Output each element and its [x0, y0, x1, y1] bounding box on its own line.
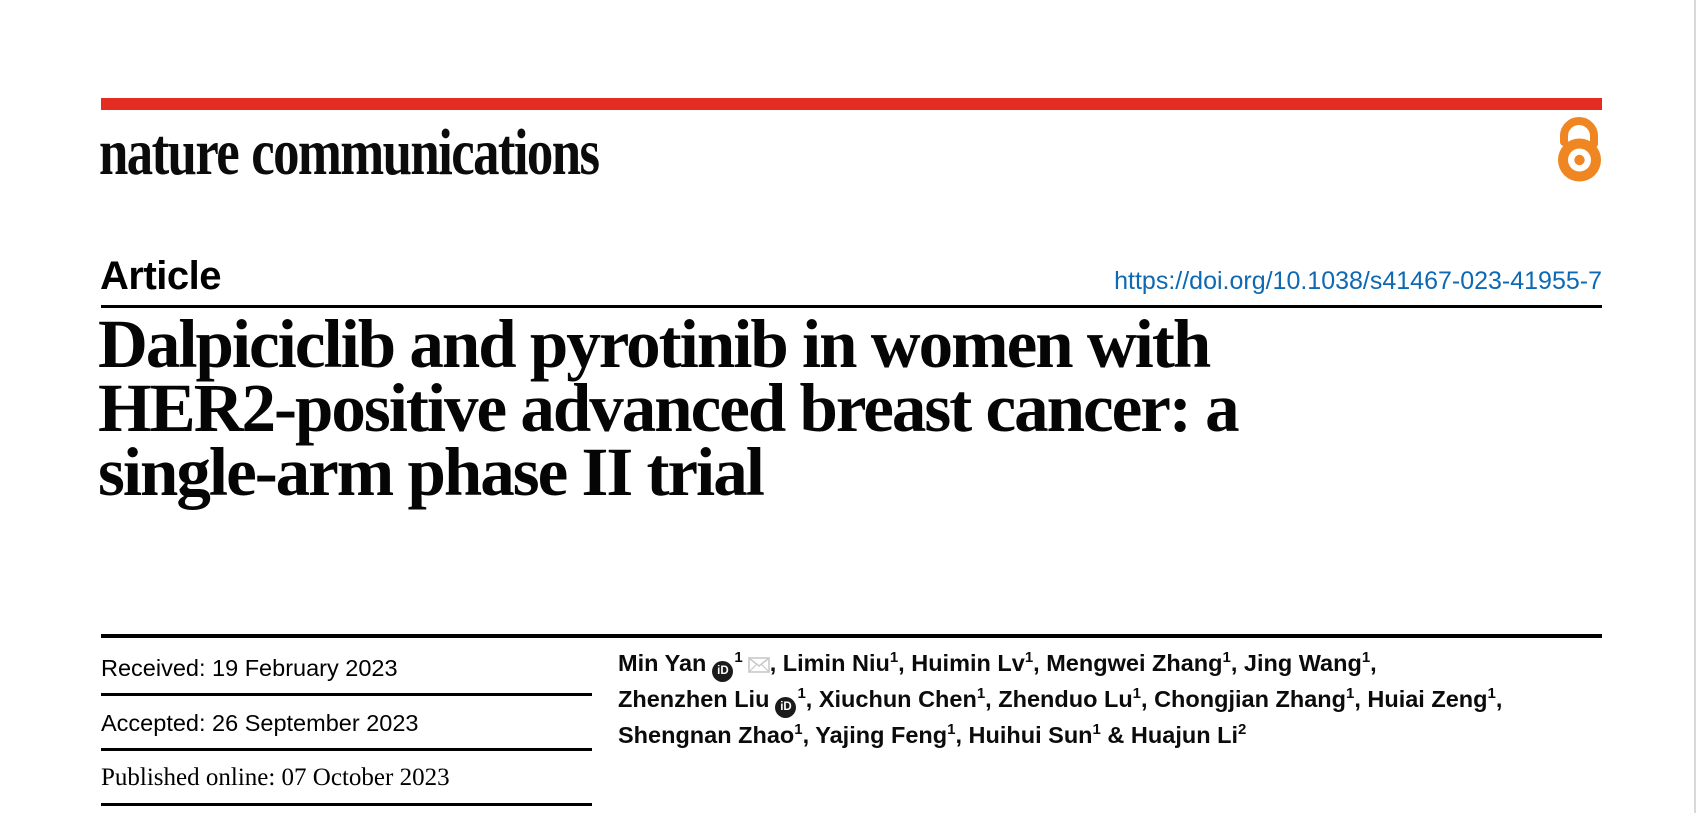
affiliation-superscript: 1	[794, 721, 803, 738]
affiliation-superscript: 1	[976, 685, 986, 702]
orcid-icon[interactable]: iD	[712, 661, 734, 682]
affiliation-superscript: 1	[734, 649, 743, 666]
affiliation-superscript: 1	[1222, 649, 1231, 666]
received-date: Received: 19 February 2023	[101, 655, 398, 681]
author-name: Chongjian Zhang	[1154, 686, 1346, 712]
email-envelope-icon[interactable]	[747, 648, 770, 682]
affiliation-superscript: 1	[1361, 649, 1371, 666]
affiliation-superscript: 1	[1132, 685, 1142, 702]
author-line: Shengnan Zhao1, Yajing Feng1, Huihui Sun…	[618, 721, 1247, 748]
author-name: Shengnan Zhao	[618, 722, 795, 748]
title-line-2: HER2-positive advanced breast cancer: a	[98, 370, 1240, 446]
author-name: Xiuchun Chen	[818, 686, 977, 712]
author-name: Mengwei Zhang	[1046, 650, 1223, 676]
header-divider	[101, 634, 1602, 638]
brand-red-bar	[101, 98, 1602, 110]
author-name: Zhenduo Lu	[998, 686, 1133, 712]
author-line: Zhenzhen Liu iD1, Xiuchun Chen1, Zhenduo …	[618, 682, 1618, 718]
open-access-icon	[1558, 117, 1601, 182]
title-line-3: single-arm phase II trial	[98, 434, 765, 510]
affiliation-superscript: 1	[1024, 649, 1034, 666]
page-right-edge	[1694, 0, 1696, 813]
journal-wordmark: nature communications	[99, 116, 600, 189]
author-name: Limin Niu	[782, 650, 890, 676]
author-name: Huiai Zeng	[1367, 686, 1488, 712]
author-name: Min Yan	[618, 650, 707, 676]
affiliation-superscript: 2	[1237, 721, 1247, 738]
affiliation-superscript: 1	[797, 685, 806, 702]
author-name: Zhenzhen Liu	[618, 686, 770, 712]
doi-link[interactable]: https://doi.org/10.1038/s41467-023-41955…	[1114, 267, 1602, 295]
author-name: Huihui Sun	[968, 722, 1093, 748]
date-divider	[101, 693, 592, 696]
author-name: Jing Wang	[1243, 650, 1362, 676]
affiliation-superscript: 1	[947, 721, 956, 738]
article-type-label: Article	[100, 254, 222, 298]
affiliation-superscript: 1	[1487, 685, 1496, 702]
article-title: Dalpiciclib and pyrotinib in women with …	[98, 306, 1578, 510]
author-list: Min Yan iD1, Limin Niu1, Huimin Lv1, Meng…	[618, 646, 1618, 752]
affiliation-superscript: 1	[1092, 721, 1101, 738]
date-divider	[101, 748, 592, 751]
date-divider	[101, 803, 592, 806]
author-name: Huimin Lv	[911, 650, 1025, 676]
author-line: Min Yan iD1, Limin Niu1, Huimin Lv1, Meng…	[618, 646, 1618, 682]
accepted-date: Accepted: 26 September 2023	[101, 710, 419, 736]
published-date: Published online: 07 October 2023	[101, 764, 450, 791]
author-name: Yajing Feng	[815, 722, 948, 748]
title-top-divider	[101, 305, 1602, 308]
author-name: Huajun Li	[1130, 722, 1238, 748]
orcid-icon[interactable]: iD	[775, 697, 797, 718]
title-line-1: Dalpiciclib and pyrotinib in women with	[98, 306, 1211, 382]
affiliation-superscript: 1	[1345, 685, 1355, 702]
affiliation-superscript: 1	[889, 649, 899, 666]
